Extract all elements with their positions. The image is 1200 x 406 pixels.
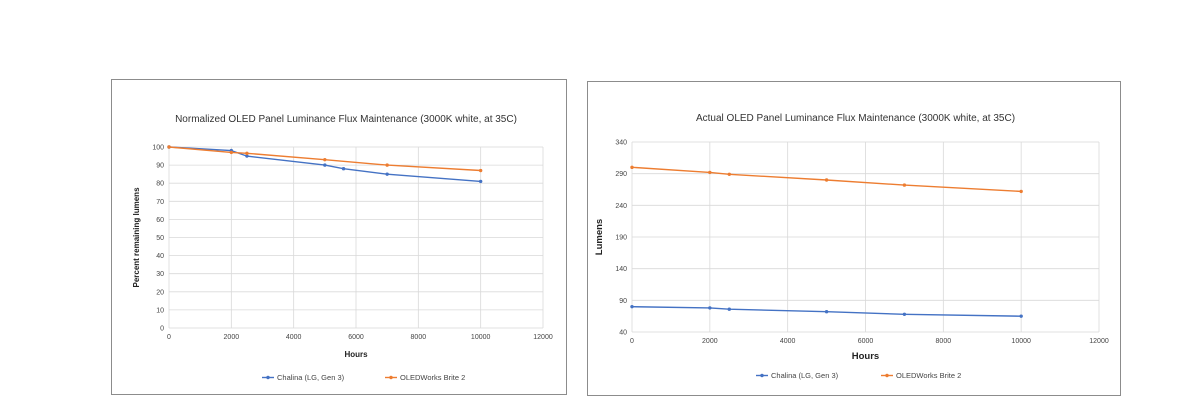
x-tick-label: 10000 <box>471 334 491 341</box>
series-2-point <box>1019 189 1023 194</box>
series-1-point <box>478 179 483 184</box>
chart-panel-normalized: Normalized OLED Panel Luminance Flux Mai… <box>111 79 567 395</box>
chart-actual-svg: Actual OLED Panel Luminance Flux Mainten… <box>594 113 1109 380</box>
y-tick-label: 90 <box>156 163 164 170</box>
x-tick-label: 0 <box>167 334 171 341</box>
series-2-point <box>708 170 712 175</box>
series-line-2 <box>631 166 1022 193</box>
legend-swatch-marker <box>266 375 270 380</box>
y-tick-label: 190 <box>615 235 627 242</box>
legend-swatch-marker <box>760 373 764 378</box>
x-tick-label: 8000 <box>936 338 952 345</box>
series-1-point <box>341 167 346 171</box>
series-1-point <box>245 154 249 158</box>
x-tick-label: 2000 <box>224 334 240 341</box>
series-1-point <box>385 172 389 176</box>
x-tick-label: 2000 <box>702 338 718 345</box>
y-axis-title: Lumens <box>594 219 605 255</box>
series-2-point <box>902 183 907 187</box>
y-tick-label: 30 <box>156 271 164 278</box>
series-2-point <box>478 168 483 173</box>
x-tick-label: 12000 <box>1089 338 1109 345</box>
y-tick-label: 90 <box>619 298 627 305</box>
legend-entry-label: Chalina (LG, Gen 3) <box>771 371 839 380</box>
y-tick-label: 40 <box>156 253 164 260</box>
series-line-2 <box>168 146 481 172</box>
series-2-point <box>229 150 234 155</box>
series-2-point <box>167 145 171 149</box>
series-2-point <box>727 172 731 176</box>
series-2-point <box>824 178 829 182</box>
series-1-point <box>727 307 731 311</box>
legend-entry-label: OLEDWorks Brite 2 <box>400 373 465 382</box>
y-tick-label: 100 <box>152 145 164 152</box>
legend-swatch-marker <box>389 375 393 380</box>
series-1-point <box>708 306 712 310</box>
series-2-point <box>245 151 249 156</box>
y-tick-label: 70 <box>156 199 164 206</box>
series-1-point <box>1019 314 1023 318</box>
x-tick-label: 6000 <box>858 338 874 345</box>
x-tick-label: 4000 <box>780 338 796 345</box>
x-tick-label: 8000 <box>411 334 427 341</box>
chart-title: Actual OLED Panel Luminance Flux Mainten… <box>696 113 1015 124</box>
y-tick-label: 60 <box>156 217 164 224</box>
chart-title: Normalized OLED Panel Luminance Flux Mai… <box>175 114 517 125</box>
y-tick-label: 10 <box>156 307 164 314</box>
x-axis-title: Hours <box>344 350 368 359</box>
series-line-1 <box>631 306 1022 317</box>
legend-entry-label: Chalina (LG, Gen 3) <box>277 373 345 382</box>
series-1-point <box>323 163 327 167</box>
y-tick-label: 240 <box>615 203 627 210</box>
chart-panel-actual: Actual OLED Panel Luminance Flux Mainten… <box>587 81 1121 396</box>
y-tick-label: 140 <box>615 266 627 273</box>
x-axis-title: Hours <box>852 351 879 362</box>
series-2-point <box>385 163 389 167</box>
series-2-point <box>630 165 634 170</box>
series-1-point <box>630 304 634 309</box>
series-1-point <box>824 310 829 314</box>
series-2-point <box>323 157 327 162</box>
legend-swatch-marker <box>885 373 889 378</box>
x-tick-label: 0 <box>630 338 634 345</box>
x-tick-label: 12000 <box>533 334 553 341</box>
y-tick-label: 40 <box>619 330 627 337</box>
x-tick-label: 10000 <box>1011 338 1031 345</box>
y-tick-label: 20 <box>156 289 164 296</box>
x-tick-label: 6000 <box>348 334 364 341</box>
x-tick-label: 4000 <box>286 334 302 341</box>
y-axis-title: Percent remaining lumens <box>132 187 141 288</box>
y-tick-label: 0 <box>160 326 164 333</box>
legend-entry-label: OLEDWorks Brite 2 <box>896 371 961 380</box>
series-1-point <box>902 312 907 316</box>
y-tick-label: 290 <box>615 171 627 178</box>
y-tick-label: 50 <box>156 235 164 242</box>
y-tick-label: 340 <box>615 140 627 147</box>
chart-normalized-svg: Normalized OLED Panel Luminance Flux Mai… <box>132 114 553 382</box>
y-tick-label: 80 <box>156 181 164 188</box>
